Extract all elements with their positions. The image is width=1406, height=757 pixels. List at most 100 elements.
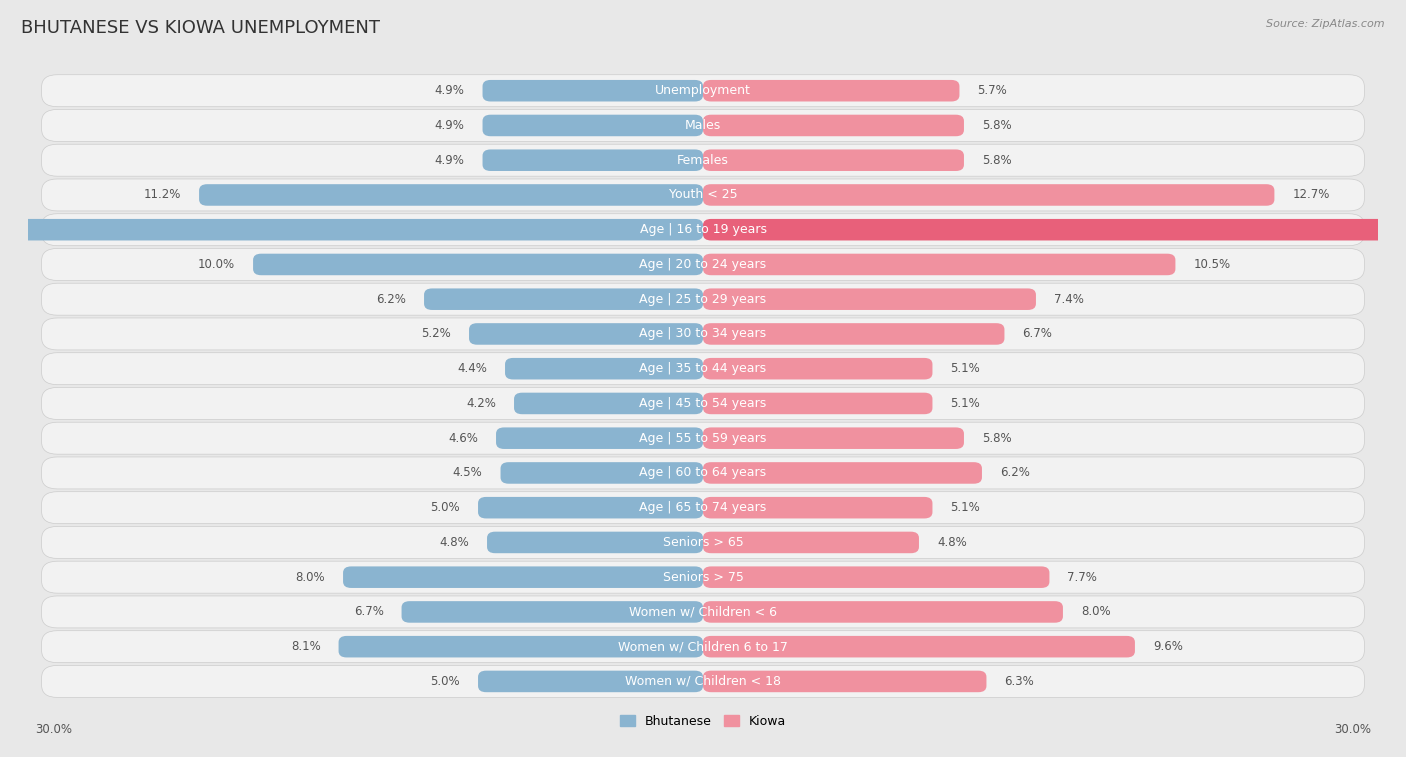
FancyBboxPatch shape <box>703 463 981 484</box>
Text: 5.8%: 5.8% <box>981 154 1011 167</box>
FancyBboxPatch shape <box>42 422 1364 454</box>
FancyBboxPatch shape <box>501 463 703 484</box>
FancyBboxPatch shape <box>703 323 1004 344</box>
Text: Age | 20 to 24 years: Age | 20 to 24 years <box>640 258 766 271</box>
FancyBboxPatch shape <box>42 388 1364 419</box>
FancyBboxPatch shape <box>482 80 703 101</box>
FancyBboxPatch shape <box>703 671 987 692</box>
FancyBboxPatch shape <box>703 219 1406 241</box>
FancyBboxPatch shape <box>478 497 703 519</box>
FancyBboxPatch shape <box>343 566 703 588</box>
FancyBboxPatch shape <box>42 492 1364 524</box>
Text: 5.1%: 5.1% <box>950 362 980 375</box>
Text: 5.8%: 5.8% <box>981 431 1011 444</box>
FancyBboxPatch shape <box>42 561 1364 593</box>
FancyBboxPatch shape <box>253 254 703 276</box>
FancyBboxPatch shape <box>470 323 703 344</box>
Text: 5.1%: 5.1% <box>950 501 980 514</box>
FancyBboxPatch shape <box>703 149 965 171</box>
FancyBboxPatch shape <box>478 671 703 692</box>
FancyBboxPatch shape <box>703 636 1135 657</box>
Text: Source: ZipAtlas.com: Source: ZipAtlas.com <box>1267 19 1385 29</box>
Text: 12.7%: 12.7% <box>1292 188 1330 201</box>
Text: 8.1%: 8.1% <box>291 640 321 653</box>
Text: Age | 16 to 19 years: Age | 16 to 19 years <box>640 223 766 236</box>
Text: 5.0%: 5.0% <box>430 675 460 688</box>
Text: 6.3%: 6.3% <box>1004 675 1035 688</box>
FancyBboxPatch shape <box>402 601 703 623</box>
Text: Seniors > 65: Seniors > 65 <box>662 536 744 549</box>
FancyBboxPatch shape <box>482 115 703 136</box>
FancyBboxPatch shape <box>482 149 703 171</box>
FancyBboxPatch shape <box>42 665 1364 697</box>
FancyBboxPatch shape <box>486 531 703 553</box>
FancyBboxPatch shape <box>42 526 1364 559</box>
Text: 4.9%: 4.9% <box>434 119 464 132</box>
FancyBboxPatch shape <box>42 283 1364 315</box>
Text: 6.7%: 6.7% <box>1022 328 1052 341</box>
Text: Age | 45 to 54 years: Age | 45 to 54 years <box>640 397 766 410</box>
Text: BHUTANESE VS KIOWA UNEMPLOYMENT: BHUTANESE VS KIOWA UNEMPLOYMENT <box>21 19 380 37</box>
Text: 4.8%: 4.8% <box>936 536 967 549</box>
FancyBboxPatch shape <box>703 288 1036 310</box>
FancyBboxPatch shape <box>42 353 1364 385</box>
Text: 8.0%: 8.0% <box>295 571 325 584</box>
FancyBboxPatch shape <box>703 497 932 519</box>
Text: 7.7%: 7.7% <box>1067 571 1097 584</box>
Text: 4.4%: 4.4% <box>457 362 486 375</box>
Text: 5.7%: 5.7% <box>977 84 1007 97</box>
FancyBboxPatch shape <box>703 80 959 101</box>
FancyBboxPatch shape <box>42 110 1364 142</box>
FancyBboxPatch shape <box>703 531 920 553</box>
Text: 4.9%: 4.9% <box>434 154 464 167</box>
FancyBboxPatch shape <box>42 75 1364 107</box>
Text: Women w/ Children < 18: Women w/ Children < 18 <box>626 675 780 688</box>
FancyBboxPatch shape <box>42 596 1364 628</box>
FancyBboxPatch shape <box>703 566 1049 588</box>
Legend: Bhutanese, Kiowa: Bhutanese, Kiowa <box>614 710 792 733</box>
FancyBboxPatch shape <box>42 213 1364 246</box>
FancyBboxPatch shape <box>515 393 703 414</box>
Text: Women w/ Children 6 to 17: Women w/ Children 6 to 17 <box>619 640 787 653</box>
Text: 5.0%: 5.0% <box>430 501 460 514</box>
FancyBboxPatch shape <box>0 219 703 241</box>
Text: Age | 65 to 74 years: Age | 65 to 74 years <box>640 501 766 514</box>
Text: Males: Males <box>685 119 721 132</box>
FancyBboxPatch shape <box>703 393 932 414</box>
Text: 4.8%: 4.8% <box>439 536 470 549</box>
Text: 10.5%: 10.5% <box>1194 258 1230 271</box>
Text: Age | 25 to 29 years: Age | 25 to 29 years <box>640 293 766 306</box>
FancyBboxPatch shape <box>339 636 703 657</box>
Text: Seniors > 75: Seniors > 75 <box>662 571 744 584</box>
Text: Women w/ Children < 6: Women w/ Children < 6 <box>628 606 778 618</box>
FancyBboxPatch shape <box>703 115 965 136</box>
Text: 11.2%: 11.2% <box>143 188 181 201</box>
FancyBboxPatch shape <box>496 428 703 449</box>
Text: 9.6%: 9.6% <box>1153 640 1182 653</box>
Text: Age | 30 to 34 years: Age | 30 to 34 years <box>640 328 766 341</box>
Text: 8.0%: 8.0% <box>1081 606 1111 618</box>
Text: 10.0%: 10.0% <box>198 258 235 271</box>
Text: 6.2%: 6.2% <box>1000 466 1029 479</box>
Text: 4.2%: 4.2% <box>467 397 496 410</box>
FancyBboxPatch shape <box>42 318 1364 350</box>
Text: 4.9%: 4.9% <box>434 84 464 97</box>
Text: Youth < 25: Youth < 25 <box>669 188 737 201</box>
Text: 30.0%: 30.0% <box>35 723 72 736</box>
Text: 5.2%: 5.2% <box>422 328 451 341</box>
FancyBboxPatch shape <box>703 601 1063 623</box>
Text: 5.8%: 5.8% <box>981 119 1011 132</box>
Text: 7.4%: 7.4% <box>1054 293 1084 306</box>
Text: 4.6%: 4.6% <box>449 431 478 444</box>
Text: Females: Females <box>678 154 728 167</box>
FancyBboxPatch shape <box>200 184 703 206</box>
FancyBboxPatch shape <box>42 145 1364 176</box>
FancyBboxPatch shape <box>425 288 703 310</box>
FancyBboxPatch shape <box>42 248 1364 280</box>
Text: Age | 60 to 64 years: Age | 60 to 64 years <box>640 466 766 479</box>
FancyBboxPatch shape <box>42 631 1364 662</box>
FancyBboxPatch shape <box>505 358 703 379</box>
Text: 4.5%: 4.5% <box>453 466 482 479</box>
FancyBboxPatch shape <box>703 254 1175 276</box>
Text: 6.2%: 6.2% <box>377 293 406 306</box>
